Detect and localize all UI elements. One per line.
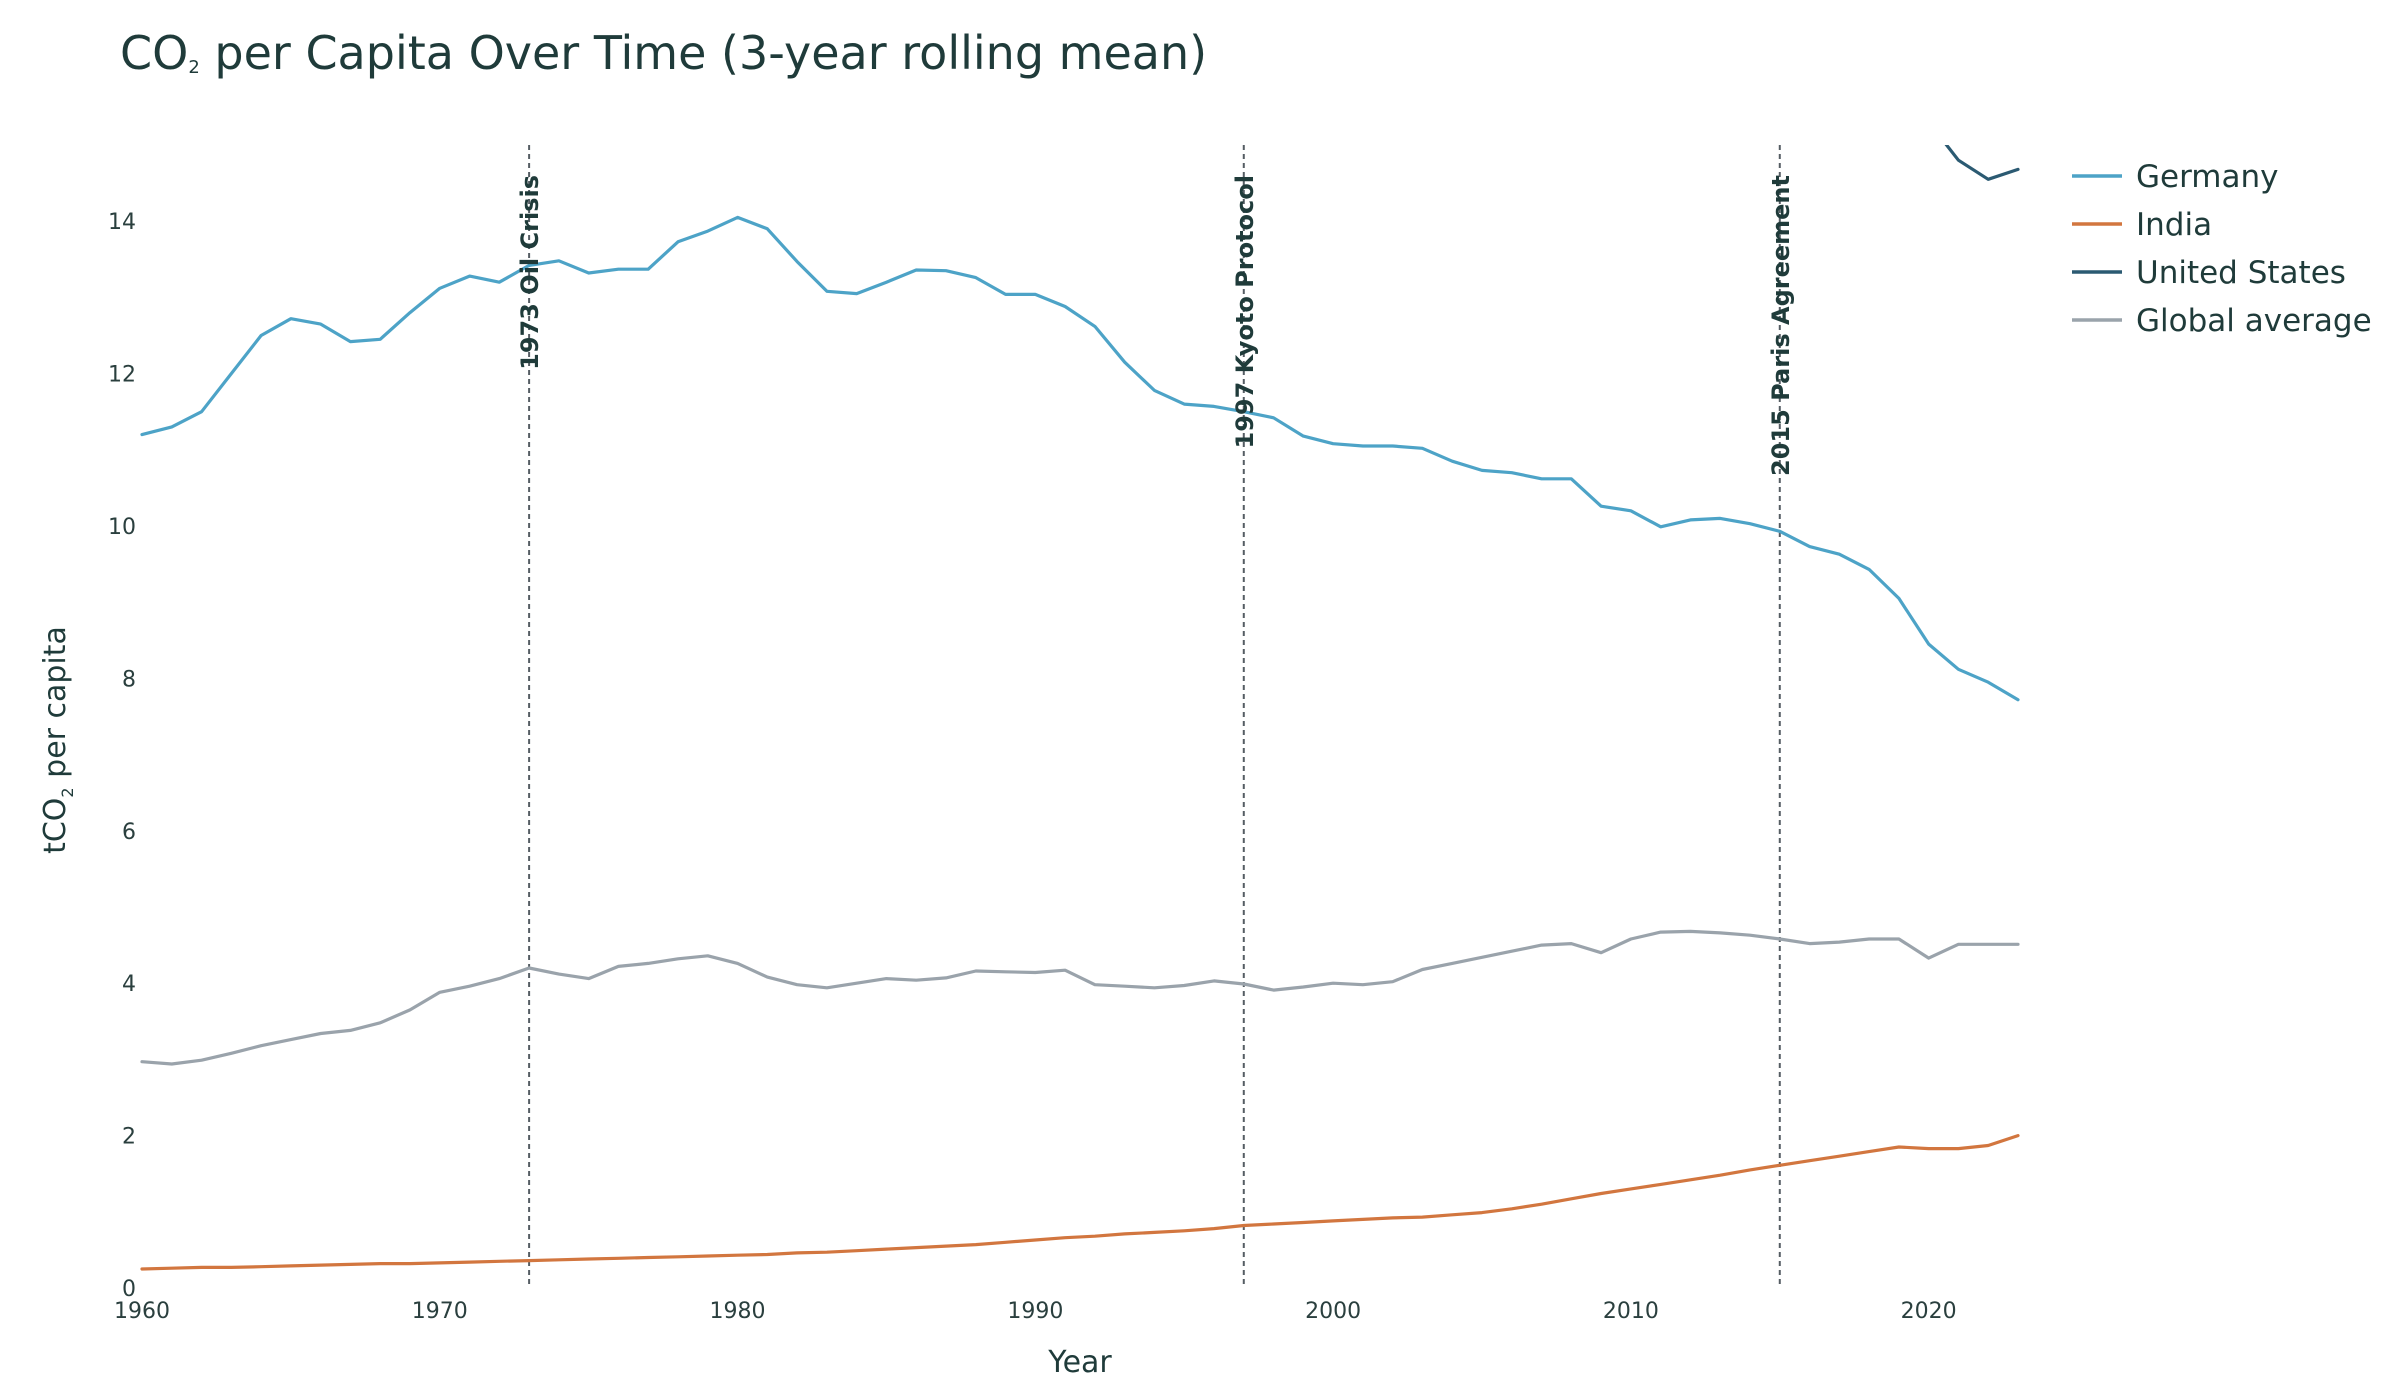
annotations-layer <box>528 145 1781 1288</box>
x-tick-label-2010: 2010 <box>1603 1299 1659 1324</box>
annotation-labels-layer: 1973 Oil Crisis 1997 Kyoto Protocol 2015 P… <box>516 175 1795 476</box>
legend-item-germany[interactable]: Germany <box>2072 159 2278 195</box>
legend-item-india[interactable]: India <box>2072 207 2212 243</box>
series-line-germany <box>140 215 2020 702</box>
chart-title: CO2 per Capita Over Time (3-year rolling… <box>120 26 1207 80</box>
y-tick-label-4: 4 <box>122 972 136 997</box>
annotation-label-2015: 2015 Paris Agreement <box>1767 175 1795 476</box>
series-line-united-states <box>1944 145 2020 181</box>
x-tick-label-1970: 1970 <box>412 1299 468 1324</box>
y-axis-title-main: tCO <box>38 798 73 854</box>
x-tick-label-2000: 2000 <box>1305 1299 1361 1324</box>
y-axis-ticks: 0 2 4 6 8 10 12 14 <box>108 210 136 1302</box>
y-axis-title: tCO2 per capita <box>38 626 77 854</box>
x-tick-label-1980: 1980 <box>710 1299 766 1324</box>
legend-label-united-states: United States <box>2136 255 2346 291</box>
chart-title-main: CO <box>120 26 189 80</box>
series-layer <box>140 145 2020 1271</box>
y-tick-label-10: 10 <box>108 515 136 540</box>
legend-label-india: India <box>2136 207 2212 243</box>
legend-label-germany: Germany <box>2136 159 2278 195</box>
x-tick-label-1960: 1960 <box>114 1299 170 1324</box>
annotation-label-1997: 1997 Kyoto Protocol <box>1231 175 1259 448</box>
y-tick-label-8: 8 <box>122 667 136 692</box>
x-tick-label-2020: 2020 <box>1901 1299 1957 1324</box>
y-tick-label-2: 2 <box>122 1125 136 1150</box>
y-tick-label-0: 0 <box>122 1277 136 1302</box>
chart-title-rest: per Capita Over Time (3-year rolling mea… <box>199 26 1208 80</box>
y-axis-title-rest: per capita <box>38 626 73 787</box>
y-axis-title-subscript: 2 <box>58 787 77 797</box>
annotation-label-1973: 1973 Oil Crisis <box>516 175 544 370</box>
series-line-global-average <box>140 929 2020 1066</box>
x-axis-ticks: 1960 1970 1980 1990 2000 2010 2020 <box>114 1299 1957 1324</box>
x-tick-label-1990: 1990 <box>1007 1299 1063 1324</box>
x-axis-title: Year <box>1047 1345 1112 1380</box>
y-tick-label-14: 14 <box>108 210 136 235</box>
legend: Germany India United States Global average <box>2072 159 2372 339</box>
y-tick-label-6: 6 <box>122 820 136 845</box>
chart-title-subscript: 2 <box>188 57 200 78</box>
legend-item-global-average[interactable]: Global average <box>2072 303 2372 339</box>
legend-item-united-states[interactable]: United States <box>2072 255 2346 291</box>
legend-label-global-average: Global average <box>2136 303 2372 339</box>
series-line-india <box>140 1133 2020 1271</box>
y-tick-label-12: 12 <box>108 363 136 388</box>
